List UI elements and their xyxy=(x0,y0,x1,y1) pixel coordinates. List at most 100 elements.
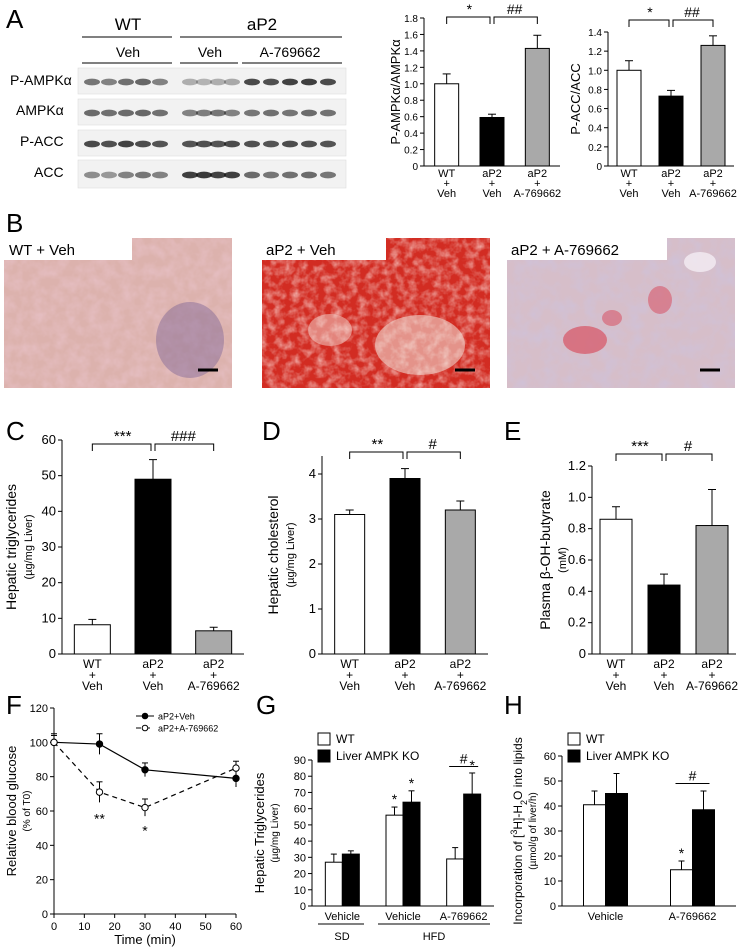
legend-label: aP2+Veh xyxy=(158,712,195,722)
bar xyxy=(385,814,404,907)
bar xyxy=(524,47,550,167)
blot-band xyxy=(282,109,298,117)
blot-band xyxy=(118,78,134,86)
bar xyxy=(700,44,726,167)
bar xyxy=(658,95,684,167)
y-tick-label: 0.6 xyxy=(588,105,602,116)
panel-letter-f: F xyxy=(6,690,22,720)
x-tick-label: + xyxy=(89,668,96,682)
x-tick-label: + xyxy=(708,668,715,682)
x-tick-label: Veh xyxy=(620,188,639,200)
blot-band xyxy=(135,140,151,148)
legend-swatch xyxy=(567,732,581,746)
bar xyxy=(599,518,633,655)
blot-band xyxy=(282,171,298,179)
x-tick-label: aP2 xyxy=(450,657,472,671)
y-axis-unit: (µmol/g of liver/h) xyxy=(528,792,539,869)
legend-label: aP2+A-769662 xyxy=(158,724,218,734)
significance-bracket xyxy=(672,19,714,27)
bar xyxy=(434,83,460,167)
y-tick-label: 0.8 xyxy=(568,521,586,536)
y-tick-label: 1 xyxy=(309,601,316,616)
x-tick-label: 10 xyxy=(78,921,90,933)
bar xyxy=(695,525,729,655)
y-tick-label: 0.2 xyxy=(404,146,418,157)
significance-marker: ### xyxy=(171,428,197,445)
y-axis-unit: (µg/mg Liver) xyxy=(270,803,281,862)
significance-marker: *** xyxy=(631,438,649,455)
x-tick-label: + xyxy=(612,668,619,682)
y-tick-label: 0.6 xyxy=(568,552,586,567)
x-tick-label: + xyxy=(401,668,408,682)
legend-marker xyxy=(141,724,149,732)
x-tick-label: + xyxy=(710,178,716,190)
y-axis-label-part: 2 xyxy=(519,800,529,805)
blot-band xyxy=(263,78,279,86)
significance-marker: * xyxy=(467,1,473,17)
y-tick-label: 70 xyxy=(294,787,306,799)
y-tick-label: 1.0 xyxy=(568,489,586,504)
blot-band xyxy=(182,109,198,117)
y-tick-label: 1.0 xyxy=(404,80,418,91)
x-tick-label: Veh xyxy=(606,679,627,693)
significance-marker: ## xyxy=(507,1,523,17)
blot-band xyxy=(84,109,100,117)
bar xyxy=(195,630,233,655)
blot-band xyxy=(263,171,279,179)
blot-band xyxy=(224,140,240,148)
bar xyxy=(334,514,366,655)
blot-band xyxy=(282,78,298,86)
x-tick-label: WT xyxy=(340,657,359,671)
y-tick-label: 20 xyxy=(36,875,48,887)
y-tick-label: 0 xyxy=(579,646,586,661)
y-tick-label: 0.8 xyxy=(404,96,418,107)
data-point xyxy=(95,788,104,796)
blot-band xyxy=(244,78,260,86)
y-tick-label: 40 xyxy=(294,836,306,848)
y-tick-label: 50 xyxy=(294,820,306,832)
bar xyxy=(444,509,476,655)
y-tick-label: 40 xyxy=(544,801,556,813)
x-tick-label: WT xyxy=(607,657,626,671)
legend-label: Liver AMPK KO xyxy=(586,749,669,763)
y-axis-label-part: Incorporation of [ xyxy=(511,834,525,925)
y-tick-label: 90 xyxy=(294,755,306,767)
blot-band xyxy=(196,109,212,117)
x-tick-label: WT xyxy=(620,168,637,180)
legend-swatch xyxy=(317,732,331,746)
blot-band xyxy=(152,140,168,148)
x-tick-label: A-769662 xyxy=(686,679,738,693)
panel-letter-a: A xyxy=(6,4,24,34)
panel-letter-e: E xyxy=(504,416,521,446)
significance-marker: * xyxy=(392,791,398,807)
x-tick-label: 0 xyxy=(51,921,57,933)
panel-letter-h: H xyxy=(504,690,523,720)
panel-letter-b: B xyxy=(6,208,23,238)
y-tick-label: 1.2 xyxy=(404,63,418,74)
x-tick-label: A-769662 xyxy=(440,911,488,923)
blot-band xyxy=(282,140,298,148)
significance-marker: *** xyxy=(114,428,132,445)
x-tick-label: aP2 xyxy=(701,657,723,671)
blot-band xyxy=(320,109,336,117)
panel-letter-c: C xyxy=(6,416,25,446)
blot-band xyxy=(152,171,168,179)
blot-band xyxy=(224,109,240,117)
x-tick-label: aP2 xyxy=(482,168,502,180)
blot-band xyxy=(244,140,260,148)
significance-marker: * xyxy=(409,775,415,791)
significance-bracket xyxy=(349,451,404,459)
significance-bracket xyxy=(154,443,215,451)
bar xyxy=(692,809,715,907)
bar xyxy=(479,116,505,167)
blot-sub-veh-2: Veh xyxy=(198,44,222,60)
y-axis-label-part: 3 xyxy=(509,830,519,835)
bar xyxy=(605,793,628,907)
blot-group-wt: WT xyxy=(115,15,141,34)
blot-band xyxy=(263,140,279,148)
y-tick-label: 60 xyxy=(544,751,556,763)
y-tick-label: 0 xyxy=(42,909,48,921)
bar xyxy=(341,853,360,907)
blot-band xyxy=(301,109,317,117)
